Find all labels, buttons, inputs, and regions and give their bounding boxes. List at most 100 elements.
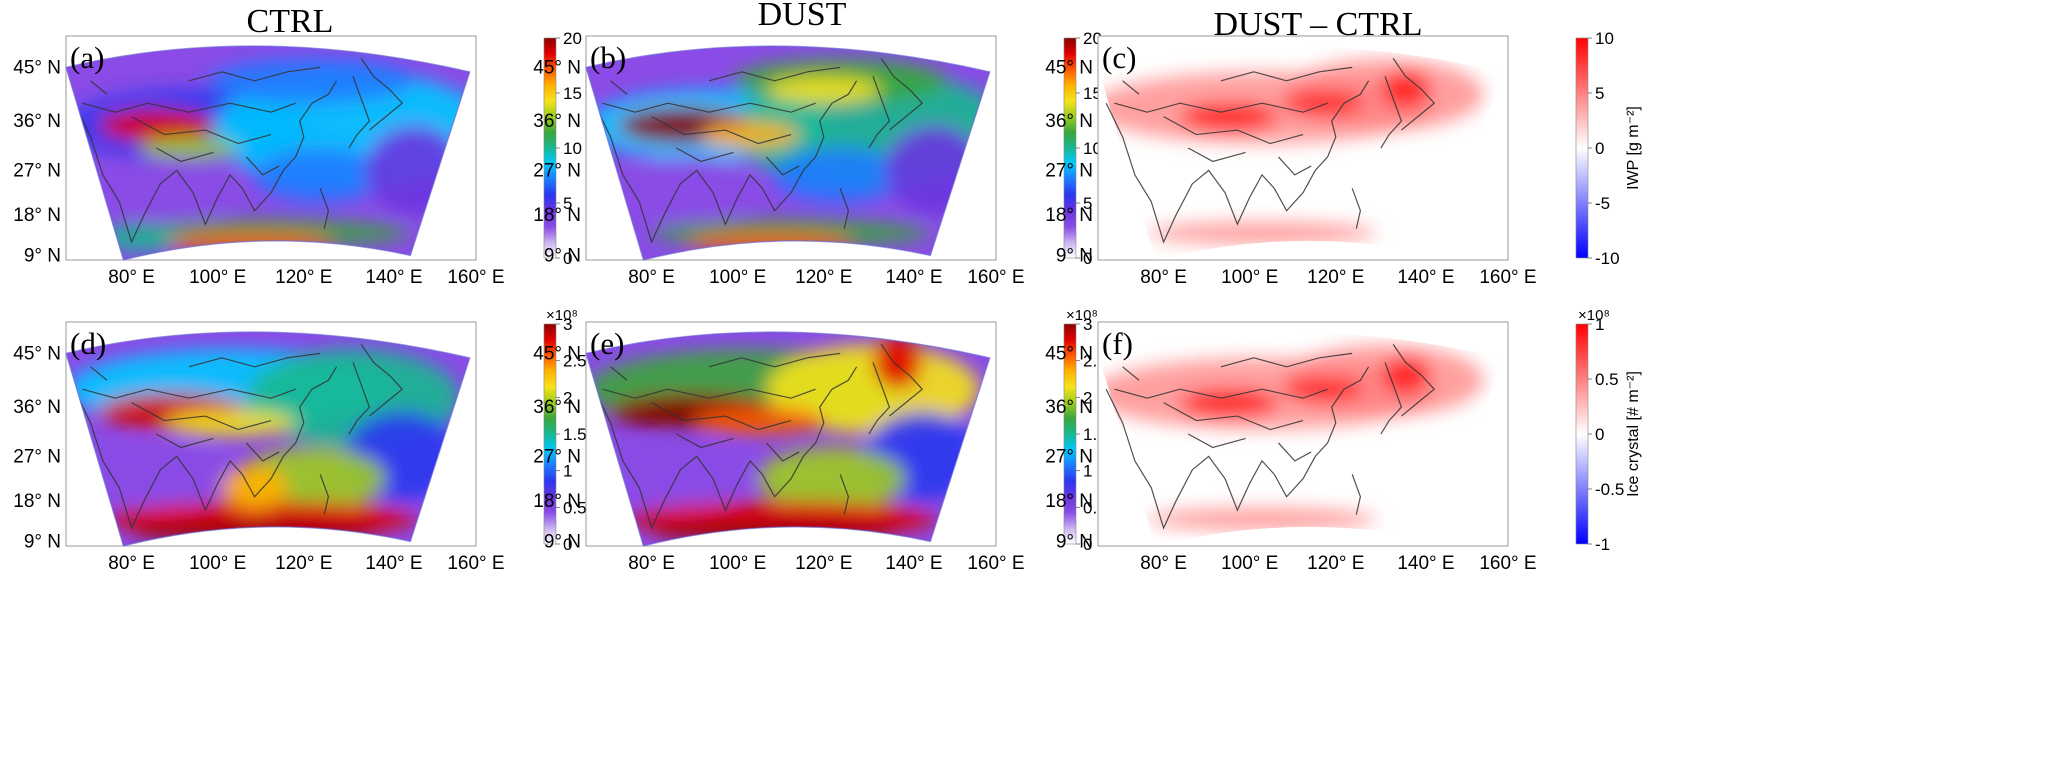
panel-tag: (a)	[70, 40, 104, 75]
coastline	[1114, 388, 1328, 399]
lon-tick-label: 140° E	[365, 553, 422, 574]
colorbar-label: Ice crystal [# m⁻²]	[1625, 371, 1642, 497]
lat-tick-label: 45° N	[1045, 57, 1093, 78]
field-blob	[774, 148, 906, 202]
field-blob	[1147, 221, 1377, 245]
field-layer	[586, 332, 990, 546]
coastline	[155, 147, 214, 163]
colorbar-tick-label: 15	[563, 84, 582, 103]
lon-tick-label: 120° E	[275, 553, 332, 574]
lat-tick-label: 18° N	[1045, 491, 1093, 512]
colorbar-tick-label: 5	[563, 194, 572, 213]
coastline	[1392, 58, 1436, 131]
lat-tick-label: 45° N	[533, 343, 581, 364]
colorbar-tick-label: 5	[1083, 194, 1092, 213]
coastline	[1163, 116, 1304, 145]
lat-tick-label: 45° N	[533, 57, 581, 78]
coastline	[131, 402, 272, 431]
coastline	[348, 76, 371, 149]
lon-tick-label: 100° E	[1221, 267, 1278, 288]
field-layer	[66, 46, 470, 260]
colorbar-tick-label: 3	[563, 315, 572, 334]
lon-tick-label: 160° E	[447, 553, 504, 574]
colorbar-tick-label: -10	[1595, 249, 1620, 268]
coastline	[155, 433, 214, 449]
coastline	[319, 474, 330, 515]
field-blob	[758, 447, 906, 511]
coastline	[131, 116, 272, 145]
colorbar-tick-label: 20	[563, 29, 582, 48]
colorbar-tick-label: -0.5	[1595, 480, 1624, 499]
lat-tick-label: 9° N	[24, 246, 61, 267]
domain-outline	[65, 331, 471, 547]
lon-tick-label: 80° E	[108, 553, 155, 574]
coastline	[82, 388, 296, 399]
lat-tick-label: 9° N	[24, 532, 61, 553]
coastline	[765, 156, 800, 176]
coastline	[868, 362, 891, 435]
field-blob	[1180, 389, 1279, 417]
field-blob	[1282, 378, 1365, 401]
field-blob	[1282, 92, 1365, 115]
lon-tick-label: 140° E	[365, 267, 422, 288]
coastline	[1380, 362, 1403, 435]
field-blob	[221, 465, 288, 511]
map-panel: (e)45° N36° N27° N18° N9° N80° E 100° E 12…	[533, 307, 1130, 574]
coastline	[651, 116, 792, 145]
colorbar-tick-label: 0	[1083, 535, 1092, 554]
coastline	[708, 66, 841, 82]
colorbar-tick-label: 2	[1083, 388, 1092, 407]
field-blob	[1147, 507, 1377, 531]
lon-tick-label: 160° E	[1479, 267, 1536, 288]
field-layer	[66, 332, 470, 546]
coastline	[1114, 102, 1328, 113]
lon-tick-label: 120° E	[1307, 267, 1364, 288]
colorbar-tick-label: 2	[563, 388, 572, 407]
colorbar-exponent: ×10⁸	[1578, 307, 1610, 324]
colorbar-tick-label: 0.5	[563, 498, 587, 517]
colorbar-tick-label: -5	[1595, 194, 1610, 213]
map-panel: (c) 45° N 36° N 27° N 18° N 9° N 80° E 100° E 12…	[1045, 29, 1642, 288]
field-blob	[766, 76, 882, 104]
field-blob	[692, 407, 824, 434]
colorbar-tick-label: 0	[1595, 425, 1604, 444]
column-title: CTRL	[247, 3, 334, 40]
field-blob	[1180, 103, 1279, 131]
lon-tick-label: 100° E	[709, 267, 766, 288]
field-blob	[618, 442, 751, 506]
coastline	[1392, 344, 1436, 417]
map-panel: (a) 45° N 36° N 27° N 18° N 9° N 80° E 100° E 12…	[13, 29, 610, 288]
coastline	[868, 76, 891, 149]
map-panel: (d)45° N36° N27° N18° N9° N80° E 100° E 12…	[13, 307, 610, 574]
lat-tick-label: 45° N	[1045, 343, 1093, 364]
coastline	[73, 80, 338, 244]
field-blob	[107, 156, 239, 220]
lat-tick-label: 45° N	[13, 343, 61, 364]
coastline	[839, 188, 850, 229]
coastline	[602, 102, 816, 113]
map-panel: (b) 45° N 36° N 27° N 18° N 9° N 80° E 100° E 12…	[533, 29, 1130, 288]
column-title: DUST	[758, 0, 847, 33]
coastline	[1105, 366, 1370, 530]
colorbar-exponent: ×10⁸	[546, 307, 578, 324]
lon-tick-label: 100° E	[1221, 553, 1278, 574]
lon-tick-label: 140° E	[1397, 553, 1454, 574]
coastline	[651, 402, 792, 431]
colorbar-tick-label: 1	[1595, 315, 1604, 334]
coastline-layer	[1105, 344, 1436, 530]
panel-tag: (d)	[70, 326, 106, 361]
colorbar-tick-label: 5	[1595, 84, 1604, 103]
coastline	[675, 433, 734, 449]
lon-tick-label: 140° E	[885, 267, 942, 288]
colorbar-exponent: ×10⁸	[1066, 307, 1098, 324]
lon-tick-label: 80° E	[628, 553, 675, 574]
field-blob	[1380, 71, 1431, 108]
lat-tick-label: 18° N	[533, 205, 581, 226]
coastline	[839, 474, 850, 515]
field-layer	[1098, 332, 1502, 546]
coastline-layer	[593, 344, 924, 530]
lon-tick-label: 80° E	[1140, 267, 1187, 288]
coastline	[245, 442, 280, 462]
lon-tick-label: 80° E	[108, 267, 155, 288]
